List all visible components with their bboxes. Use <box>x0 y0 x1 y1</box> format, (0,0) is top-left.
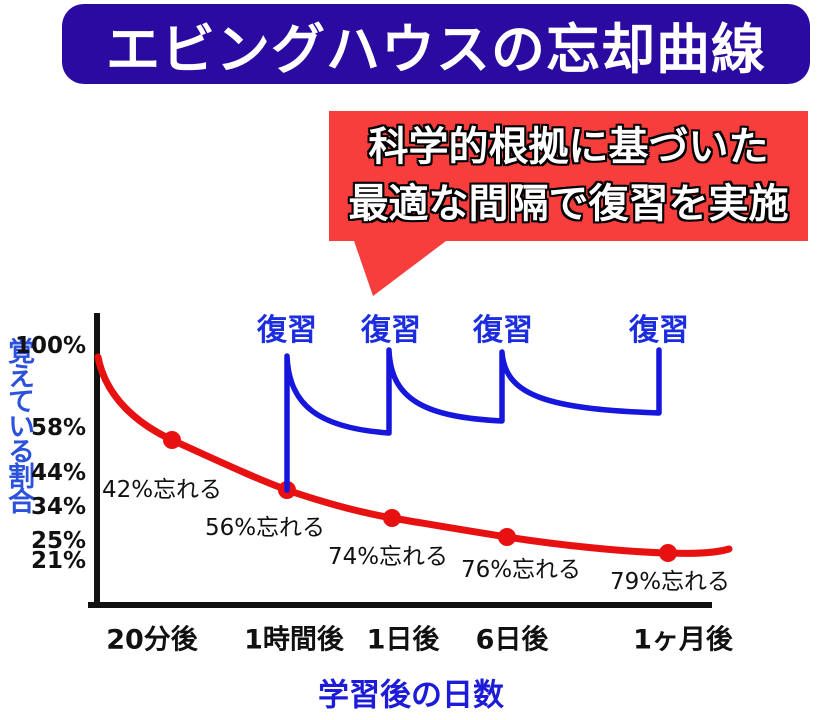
y-tick-21: 21% <box>30 548 86 574</box>
review-advice-callout: 科学的根拠に基づいた 最適な間隔で復習を実施 <box>329 111 808 241</box>
annotation-42-forgotten: 42%忘れる <box>101 477 223 503</box>
annotation-76-forgotten: 76%忘れる <box>460 557 582 583</box>
y-tick-25: 25% <box>30 528 86 554</box>
data-point-1day <box>383 509 401 527</box>
x-tick-6days: 6日後 <box>475 624 549 656</box>
callout-line-1: 科学的根拠に基づいた <box>368 124 769 171</box>
data-point-1hour <box>278 481 296 499</box>
page-title: エビングハウスの忘却曲線 <box>106 17 766 81</box>
review-curve-path <box>284 347 662 493</box>
callout-line-2: 最適な間隔で復習を実施 <box>348 181 789 227</box>
review-label-4: 復習 <box>629 313 689 348</box>
x-axis-title: 学習後の日数 <box>318 677 504 714</box>
review-label-2: 復習 <box>361 313 421 348</box>
y-tick-44: 44% <box>30 460 86 486</box>
data-point-6days <box>498 528 516 546</box>
review-label-3: 復習 <box>473 313 533 348</box>
y-tick-58: 58% <box>30 415 86 441</box>
x-tick-1month: 1ヶ月後 <box>633 624 733 656</box>
data-point-20min <box>163 431 181 449</box>
y-tick-34: 34% <box>30 494 86 520</box>
review-label-1: 復習 <box>257 313 317 348</box>
y-tick-100: 100% <box>14 333 86 359</box>
x-tick-1day: 1日後 <box>366 624 440 656</box>
forgetting-curve-path <box>94 353 733 557</box>
title-banner: エビングハウスの忘却曲線 <box>62 4 810 84</box>
y-axis-title: 覚えている割合 <box>3 337 34 512</box>
x-tick-20min: 20分後 <box>106 624 198 656</box>
x-tick-1hour: 1時間後 <box>244 624 344 656</box>
data-point-1month <box>659 544 677 562</box>
annotation-79-forgotten: 79%忘れる <box>609 569 731 595</box>
callout-tail-triangle <box>353 238 450 296</box>
annotation-74-forgotten: 74%忘れる <box>327 544 449 570</box>
annotation-56-forgotten: 56%忘れる <box>204 515 326 541</box>
